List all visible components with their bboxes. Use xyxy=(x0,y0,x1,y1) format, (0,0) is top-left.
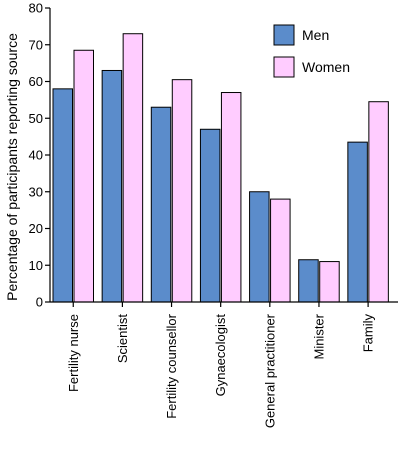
y-tick-label: 70 xyxy=(29,37,43,52)
x-tick-label: Scientist xyxy=(115,314,130,364)
y-tick-label: 10 xyxy=(29,258,43,273)
legend-label-men: Men xyxy=(302,27,329,43)
legend: Men Women xyxy=(273,24,350,78)
bar-men-6 xyxy=(347,141,368,303)
y-tick-label: 0 xyxy=(36,295,43,310)
y-tick-label: 80 xyxy=(29,1,43,16)
bar-women-4 xyxy=(270,198,291,303)
bar-men-3 xyxy=(199,128,221,303)
bar-men-0 xyxy=(52,88,73,303)
bar-women-5 xyxy=(319,261,340,303)
legend-swatch-women xyxy=(273,56,295,78)
x-tick-label: General practitioner xyxy=(262,313,277,428)
y-tick-label: 30 xyxy=(29,184,43,199)
y-tick-label: 20 xyxy=(29,221,43,236)
bar-women-6 xyxy=(368,101,389,303)
bar-women-2 xyxy=(171,79,193,303)
bar-women-1 xyxy=(122,33,144,303)
bars-group xyxy=(52,33,389,307)
legend-swatch-men xyxy=(273,24,295,46)
bar-men-1 xyxy=(101,69,123,303)
legend-label-women: Women xyxy=(302,59,350,75)
bar-women-0 xyxy=(73,49,94,303)
y-ticks-group: 0 10 20 30 40 50 60 70 80 xyxy=(29,1,50,310)
x-tick-label: Fertility nurse xyxy=(66,314,81,392)
x-tick-label: Gynaecologist xyxy=(213,314,228,397)
bar-men-4 xyxy=(249,191,270,303)
y-tick-label: 40 xyxy=(29,148,43,163)
y-axis-title: Percentage of participants reporting sou… xyxy=(4,33,20,301)
bar-men-5 xyxy=(298,259,319,303)
y-tick-label: 60 xyxy=(29,74,43,89)
x-labels-group: Fertility nurse Scientist Fertility counse… xyxy=(66,313,376,428)
bar-men-2 xyxy=(150,106,172,303)
y-tick-label: 50 xyxy=(29,111,43,126)
x-tick-label: Family xyxy=(361,314,376,353)
x-tick-label: Fertility counsellor xyxy=(164,313,179,418)
x-tick-label: Minister xyxy=(311,313,326,359)
bar-women-3 xyxy=(220,92,242,303)
